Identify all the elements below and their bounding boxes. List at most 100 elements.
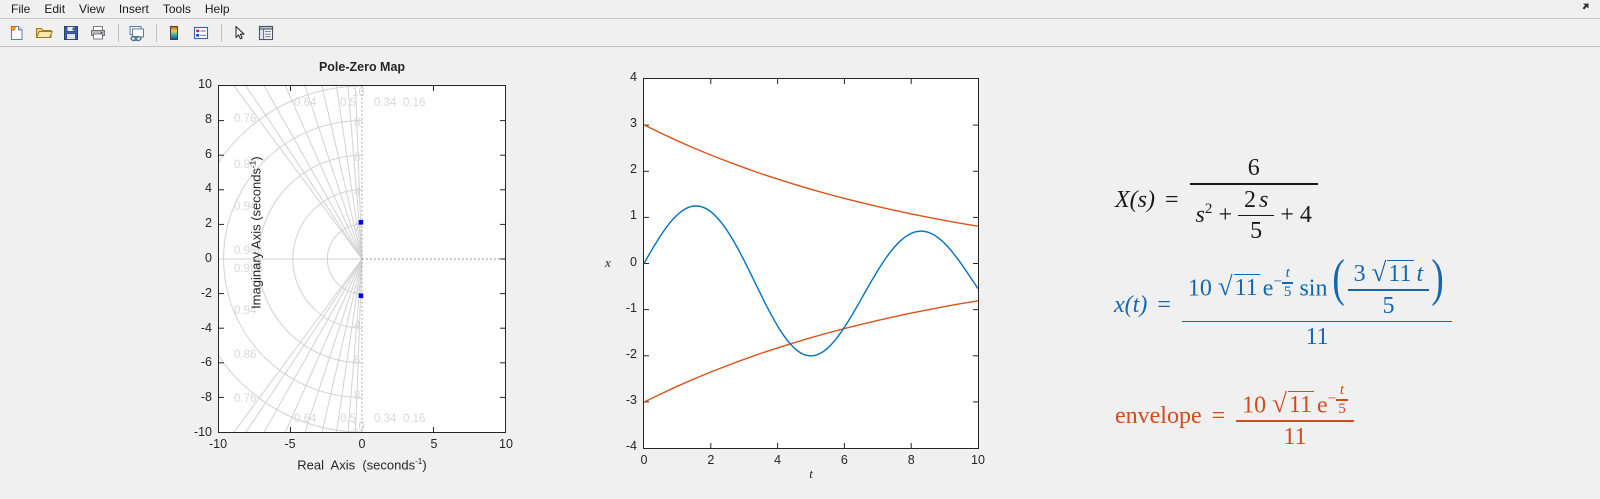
time-exponent: − t 5 [1273,265,1294,300]
time-equation-numerator: 10 √ 11 e− t 5 sin(3 √ 11 t 5) [1182,250,1453,321]
print-figure-icon[interactable] [86,21,110,45]
damping-ratio-labels: 0.64 0.5 0.34 0.16 0.76 0.86 0.94 0.985 [234,97,425,257]
pointer-arrow-icon[interactable] [227,21,251,45]
envelope-exp-base: e [1317,392,1328,419]
property-inspector-icon[interactable] [254,21,278,45]
time-response-xlabel: t [809,466,813,481]
menu-bar: File Edit View Insert Tools Help [0,0,1600,19]
envelope-equation: envelope = 10 √ 11 e− t 5 11 [1115,382,1354,451]
tm-ytick-label: -1 [625,300,637,315]
svg-text:0.985: 0.985 [234,263,263,275]
time-equation-denominator: 11 [1305,324,1329,351]
pole-zero-title: Pole-Zero Map [318,60,406,74]
svg-text:2: 2 [354,285,360,297]
tm-ytick-label: 3 [630,116,637,131]
svg-text:0.34: 0.34 [374,413,397,425]
legend-icon[interactable] [189,21,213,45]
laplace-numerator: 6 [1247,155,1260,181]
svg-text:8: 8 [354,390,360,402]
tm-ytick-label: 0 [630,254,637,269]
svg-text:0.16: 0.16 [403,413,425,425]
envelope-lower-curve [644,300,978,403]
dock-arrow-icon[interactable] [1579,2,1600,16]
menu-item-file[interactable]: File [11,1,31,16]
pole-marker [358,293,364,298]
svg-text:6: 6 [354,355,360,367]
envelope-coef: 10 [1242,392,1267,419]
envelope-exponent: − t 5 [1327,382,1348,417]
tm-ytick-label: 4 [630,70,637,84]
tm-ytick-label: -4 [625,439,637,453]
menu-item-tools[interactable]: Tools [162,1,191,16]
laplace-denominator: s2 +2 s 5 +4 [1190,185,1318,246]
open-file-icon[interactable] [32,21,56,45]
time-coef: 10 [1187,275,1212,302]
laplace-den-plus-1: + [1218,201,1232,228]
time-response-ylabel: x [605,255,611,270]
pole-zero-axes[interactable]: 10 8 6 4 2 0 -2 -4 -6 -8 -10 -10 -5 0 5 … [194,77,513,472]
svg-text:0.76: 0.76 [234,113,256,125]
toolbar [0,19,1600,47]
time-response-curve [644,205,978,357]
svg-text:0.94: 0.94 [234,201,257,213]
damping-ratio-labels: 0.985 0.94 0.86 0.76 0.64 0.5 0.34 0.16 [234,263,425,425]
pole-zero-plot-area[interactable]: 0.64 0.5 0.34 0.16 0.76 0.86 0.94 0.985 … [218,85,506,433]
colorbar-icon[interactable] [162,21,186,45]
pz-xtick-label: 0 [358,437,366,451]
laplace-den-s: s [1195,201,1205,228]
laplace-lhs: X(s) [1115,186,1155,213]
menu-item-insert[interactable]: Insert [118,1,149,16]
time-paren-open: ( [1332,250,1346,308]
tm-xtick-label: 6 [840,453,848,467]
envelope-sqrt: √ 11 [1272,388,1315,419]
tm-ytick-label: 1 [630,208,637,223]
pz-ytick-label: 4 [205,181,212,196]
svg-text:0.86: 0.86 [234,349,256,361]
svg-text:4: 4 [354,320,361,332]
svg-text:0.64: 0.64 [294,97,317,109]
envelope-denominator: 11 [1283,423,1307,450]
link-plot-icon[interactable] [124,21,148,45]
new-figure-icon[interactable] [5,21,29,45]
pz-xtick-label: 10 [499,437,513,451]
time-response-plot-area[interactable] [643,78,979,449]
svg-text:4: 4 [354,187,361,199]
pz-ytick-label: 8 [205,111,212,126]
time-equation-equals: = [1157,292,1171,319]
laplace-inner-den: 5 [1250,218,1263,245]
svg-text:10: 10 [352,421,365,432]
time-arg-denominator: 5 [1382,292,1395,319]
svg-text:0.76: 0.76 [234,393,256,405]
svg-text:0.86: 0.86 [234,159,256,171]
tm-xtick-label: 8 [907,453,915,467]
pz-ytick-label: 10 [198,77,212,91]
tm-ytick-label: 2 [630,162,637,177]
menu-item-edit[interactable]: Edit [44,1,66,16]
menu-item-help[interactable]: Help [204,1,230,16]
time-equation-lhs: x(t) [1114,292,1148,319]
envelope-fraction-bar [1236,420,1354,422]
time-sqrt: √ 11 [1217,271,1260,302]
pz-xtick-label: -5 [284,437,296,451]
figure-canvas: Pole-Zero Map 10 8 6 4 2 0 -2 -4 -6 -8 -… [0,47,1600,499]
svg-text:0.64: 0.64 [294,413,317,425]
svg-text:0.34: 0.34 [374,97,397,109]
laplace-transform-equation: X(s) = 6 s2 +2 s 5 +4 [1115,155,1318,245]
save-figure-icon[interactable] [59,21,83,45]
svg-text:0.16: 0.16 [403,97,425,109]
svg-text:0.94: 0.94 [234,305,257,317]
tm-ytick-label: -3 [625,392,637,407]
menu-item-view[interactable]: View [79,1,105,16]
tm-xtick-label: 0 [640,453,648,467]
laplace-den-const: 4 [1299,201,1312,228]
time-paren-close: ) [1431,250,1444,308]
pz-ytick-label: -4 [200,320,212,335]
damping-grid [219,86,363,432]
time-response-axes[interactable]: 4 3 2 1 0 -1 -2 -3 -4 0 2 4 6 8 10 [605,70,985,481]
tm-xtick-label: 10 [971,453,985,467]
laplace-equals: = [1164,186,1179,213]
time-sin: sin [1299,275,1328,302]
